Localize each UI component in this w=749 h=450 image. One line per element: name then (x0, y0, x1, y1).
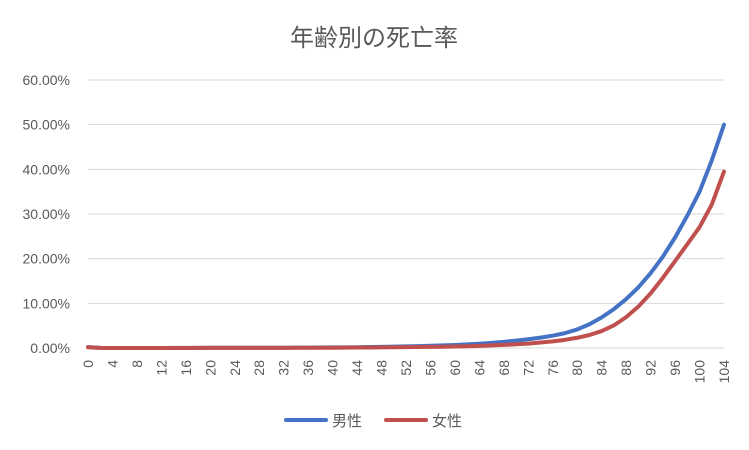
x-tick-label: 60 (447, 360, 463, 376)
y-tick-label: 40.00% (23, 161, 70, 177)
legend-item-male: 男性 (284, 412, 362, 430)
y-tick-label: 60.00% (23, 72, 70, 88)
x-tick-label: 36 (300, 360, 316, 376)
y-tick-label: 50.00% (23, 117, 70, 133)
x-tick-label: 104 (716, 360, 732, 384)
x-tick-label: 0 (80, 360, 96, 368)
x-tick-label: 48 (374, 360, 390, 376)
x-tick-label: 24 (227, 360, 243, 376)
legend-label: 男性 (332, 412, 362, 430)
x-tick-label: 72 (520, 360, 536, 376)
y-tick-label: 20.00% (23, 251, 70, 267)
x-tick-label: 100 (692, 360, 708, 384)
x-tick-label: 80 (569, 360, 585, 376)
x-tick-label: 4 (104, 360, 120, 368)
x-tick-label: 68 (496, 360, 512, 376)
x-tick-label: 56 (422, 360, 438, 376)
y-tick-label: 0.00% (30, 340, 70, 356)
gridlines (88, 79, 724, 349)
y-tick-label: 10.00% (23, 295, 70, 311)
x-tick-label: 12 (153, 360, 169, 376)
x-tick-label: 20 (202, 360, 218, 376)
x-tick-label: 28 (251, 360, 267, 376)
x-tick-label: 8 (129, 360, 145, 368)
legend: 男性 女性 (284, 412, 462, 430)
x-tick-label: 32 (276, 360, 292, 376)
x-tick-label: 92 (643, 360, 659, 376)
series-lines (86, 122, 726, 350)
legend-item-female: 女性 (384, 412, 462, 430)
y-tick-label: 30.00% (23, 206, 70, 222)
x-tick-label: 88 (618, 360, 634, 376)
x-tick-label: 44 (349, 360, 365, 376)
x-tick-label: 96 (667, 360, 683, 376)
series-line-female (86, 169, 726, 350)
x-axis-tick-labels: 0 4 8 12 16 20 24 28 32 36 40 44 48 52 56 60 64 68 72 76 80 8… (80, 360, 732, 384)
x-tick-label: 84 (594, 360, 610, 376)
x-tick-label: 76 (545, 360, 561, 376)
x-tick-label: 64 (471, 360, 487, 376)
x-tick-label: 16 (178, 360, 194, 376)
x-tick-label: 52 (398, 360, 414, 376)
chart-title: 年齢別の死亡率 (290, 24, 458, 52)
x-tick-label: 40 (325, 360, 341, 376)
legend-label: 女性 (432, 412, 462, 430)
y-axis-tick-labels: 0.00% 10.00% 20.00% 30.00% 40.00% 50.00% 60.00… (23, 72, 70, 356)
